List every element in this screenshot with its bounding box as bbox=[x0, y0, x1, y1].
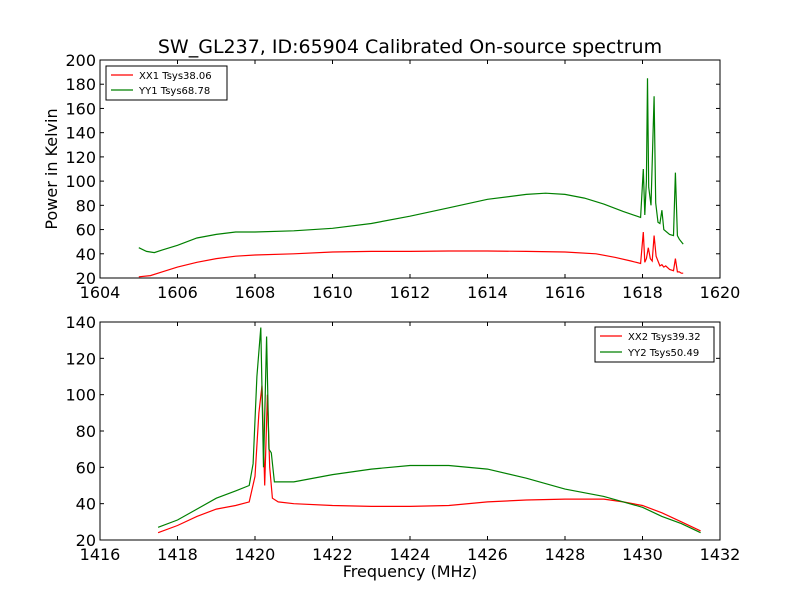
top-legend-box bbox=[105, 65, 228, 101]
top-y-tick-label: 180 bbox=[65, 75, 96, 94]
top-legend-label-xx1: XX1 Tsys38.06 bbox=[139, 71, 212, 82]
top-y-tick-label: 20 bbox=[76, 269, 96, 288]
top-subplot: 1604 1606 1608 1610 1612 1614 1616 1618 1620 20 40… bbox=[42, 51, 740, 302]
bottom-x-tick-label: 1424 bbox=[390, 545, 431, 564]
top-y-tick-label: 160 bbox=[65, 99, 96, 118]
chart-title: SW_GL237, ID:65904 Calibrated On-source … bbox=[158, 36, 662, 58]
top-y-tick-label: 40 bbox=[76, 245, 96, 264]
top-x-tick-label: 1604 bbox=[80, 283, 121, 302]
bottom-series-line-0 bbox=[157, 385, 701, 534]
bottom-x-tick-label: 1428 bbox=[545, 545, 586, 564]
bottom-x-tick-label: 1418 bbox=[157, 545, 198, 564]
top-x-tick-label: 1620 bbox=[700, 283, 741, 302]
bottom-x-tick-label: 1426 bbox=[467, 545, 508, 564]
bottom-y-tick-label: 140 bbox=[65, 313, 96, 332]
bottom-x-axis-label: Frequency (MHz) bbox=[343, 562, 477, 581]
bottom-y-tick-label: 100 bbox=[65, 386, 96, 405]
top-series-line-1 bbox=[138, 78, 684, 254]
top-x-tick-label: 1614 bbox=[467, 283, 508, 302]
top-y-tick-label: 200 bbox=[65, 51, 96, 70]
bottom-plot-area bbox=[157, 327, 701, 534]
bottom-y-tick-label: 40 bbox=[76, 495, 96, 514]
top-y-tick-label: 120 bbox=[65, 148, 96, 167]
bottom-x-tick-label: 1420 bbox=[235, 545, 276, 564]
top-x-tick-label: 1612 bbox=[390, 283, 431, 302]
bottom-legend-label-xx2: XX2 Tsys39.32 bbox=[628, 332, 701, 343]
bottom-legend-box bbox=[594, 326, 715, 363]
top-series-line-0 bbox=[138, 231, 684, 278]
top-x-tick-label: 1606 bbox=[157, 283, 198, 302]
bottom-series-line-1 bbox=[157, 327, 701, 534]
bottom-x-tick-label: 1432 bbox=[700, 545, 741, 564]
top-y-tick-label: 80 bbox=[76, 196, 96, 215]
top-x-tick-label: 1616 bbox=[545, 283, 586, 302]
bottom-legend-label-yy2: YY2 Tsys50.49 bbox=[627, 348, 699, 359]
top-x-tick-label: 1618 bbox=[622, 283, 663, 302]
top-y-tick-label: 140 bbox=[65, 124, 96, 143]
bottom-x-tick-label: 1416 bbox=[80, 545, 121, 564]
top-legend: XX1 Tsys38.06 YY1 Tsys68.78 bbox=[105, 65, 228, 101]
top-legend-label-yy1: YY1 Tsys68.78 bbox=[138, 86, 210, 97]
bottom-x-tick-label: 1422 bbox=[312, 545, 353, 564]
bottom-subplot: 1416 1418 1420 1422 1424 1426 1428 1430 1432 20 40… bbox=[65, 313, 740, 581]
bottom-legend: XX2 Tsys39.32 YY2 Tsys50.49 bbox=[594, 326, 715, 363]
top-y-axis-label: Power in Kelvin bbox=[42, 108, 61, 229]
top-y-tick-label: 60 bbox=[76, 221, 96, 240]
top-x-tick-label: 1610 bbox=[312, 283, 353, 302]
top-y-tick-label: 100 bbox=[65, 172, 96, 191]
bottom-y-tick-label: 20 bbox=[76, 531, 96, 550]
bottom-x-tick-label: 1430 bbox=[622, 545, 663, 564]
top-x-tick-label: 1608 bbox=[235, 283, 276, 302]
bottom-y-tick-label: 80 bbox=[76, 422, 96, 441]
bottom-y-tick-label: 120 bbox=[65, 349, 96, 368]
bottom-y-tick-label: 60 bbox=[76, 458, 96, 477]
top-plot-area bbox=[138, 78, 684, 278]
